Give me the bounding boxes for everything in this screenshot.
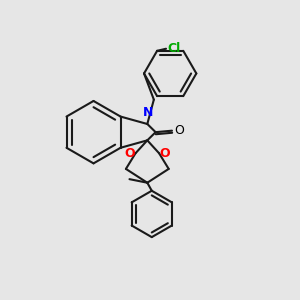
Text: O: O [174, 124, 184, 137]
Text: O: O [160, 147, 170, 160]
Text: O: O [124, 147, 135, 160]
Text: N: N [143, 106, 153, 119]
Text: Cl: Cl [167, 42, 181, 55]
